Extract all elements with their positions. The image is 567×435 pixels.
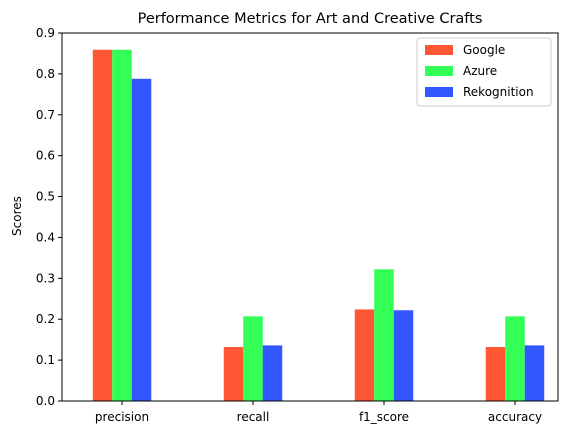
chart-title: Performance Metrics for Art and Creative…	[138, 11, 483, 27]
y-axis-ticks: 0.0 0.1 0.2 0.3 0.4 0.5 0.6 0.7 0.8 0.9	[36, 26, 62, 408]
bar-azure-precision	[112, 49, 132, 402]
bar-google-accuracy	[485, 347, 506, 401]
bar-azure-f1_score	[374, 269, 394, 401]
bar-rekognition-recall	[262, 345, 283, 401]
bar-rekognition-f1_score	[393, 310, 414, 401]
x-tick-label-f1_score: f1_score	[359, 410, 409, 424]
x-axis-ticks: precision recall f1_score accuracy	[95, 401, 542, 424]
bar-google-recall	[223, 347, 244, 401]
y-tick-label: 0.2	[36, 312, 55, 326]
legend-swatch-google	[425, 45, 453, 55]
y-tick-label: 0.4	[36, 230, 55, 244]
bar-rekognition-accuracy	[524, 345, 545, 401]
x-tick-label-precision: precision	[95, 410, 149, 424]
plot-frame	[61, 32, 559, 402]
bars-group	[92, 49, 545, 402]
legend: Google Azure Rekognition	[416, 37, 552, 107]
y-tick-label: 0.1	[36, 353, 55, 367]
legend-swatch-azure	[425, 66, 453, 76]
bar-google-f1_score	[354, 309, 375, 401]
legend-label-azure: Azure	[463, 64, 497, 78]
y-tick-label: 0.9	[36, 26, 55, 40]
bar-google-precision	[92, 49, 113, 402]
bar-azure-recall	[243, 316, 263, 401]
y-tick-label: 0.3	[36, 271, 55, 285]
y-tick-label: 0.7	[36, 108, 55, 122]
y-tick-label: 0.0	[36, 394, 55, 408]
x-tick-label-recall: recall	[237, 410, 270, 424]
bar-rekognition-precision	[131, 78, 152, 401]
legend-label-rekognition: Rekognition	[463, 85, 534, 99]
y-tick-label: 0.5	[36, 190, 55, 204]
y-tick-label: 0.8	[36, 67, 55, 81]
x-tick-label-accuracy: accuracy	[488, 410, 542, 424]
bar-azure-accuracy	[505, 316, 525, 401]
legend-swatch-rekognition	[425, 87, 453, 97]
y-tick-label: 0.6	[36, 149, 55, 163]
y-axis-label: Scores	[10, 196, 24, 236]
legend-label-google: Google	[463, 43, 505, 57]
